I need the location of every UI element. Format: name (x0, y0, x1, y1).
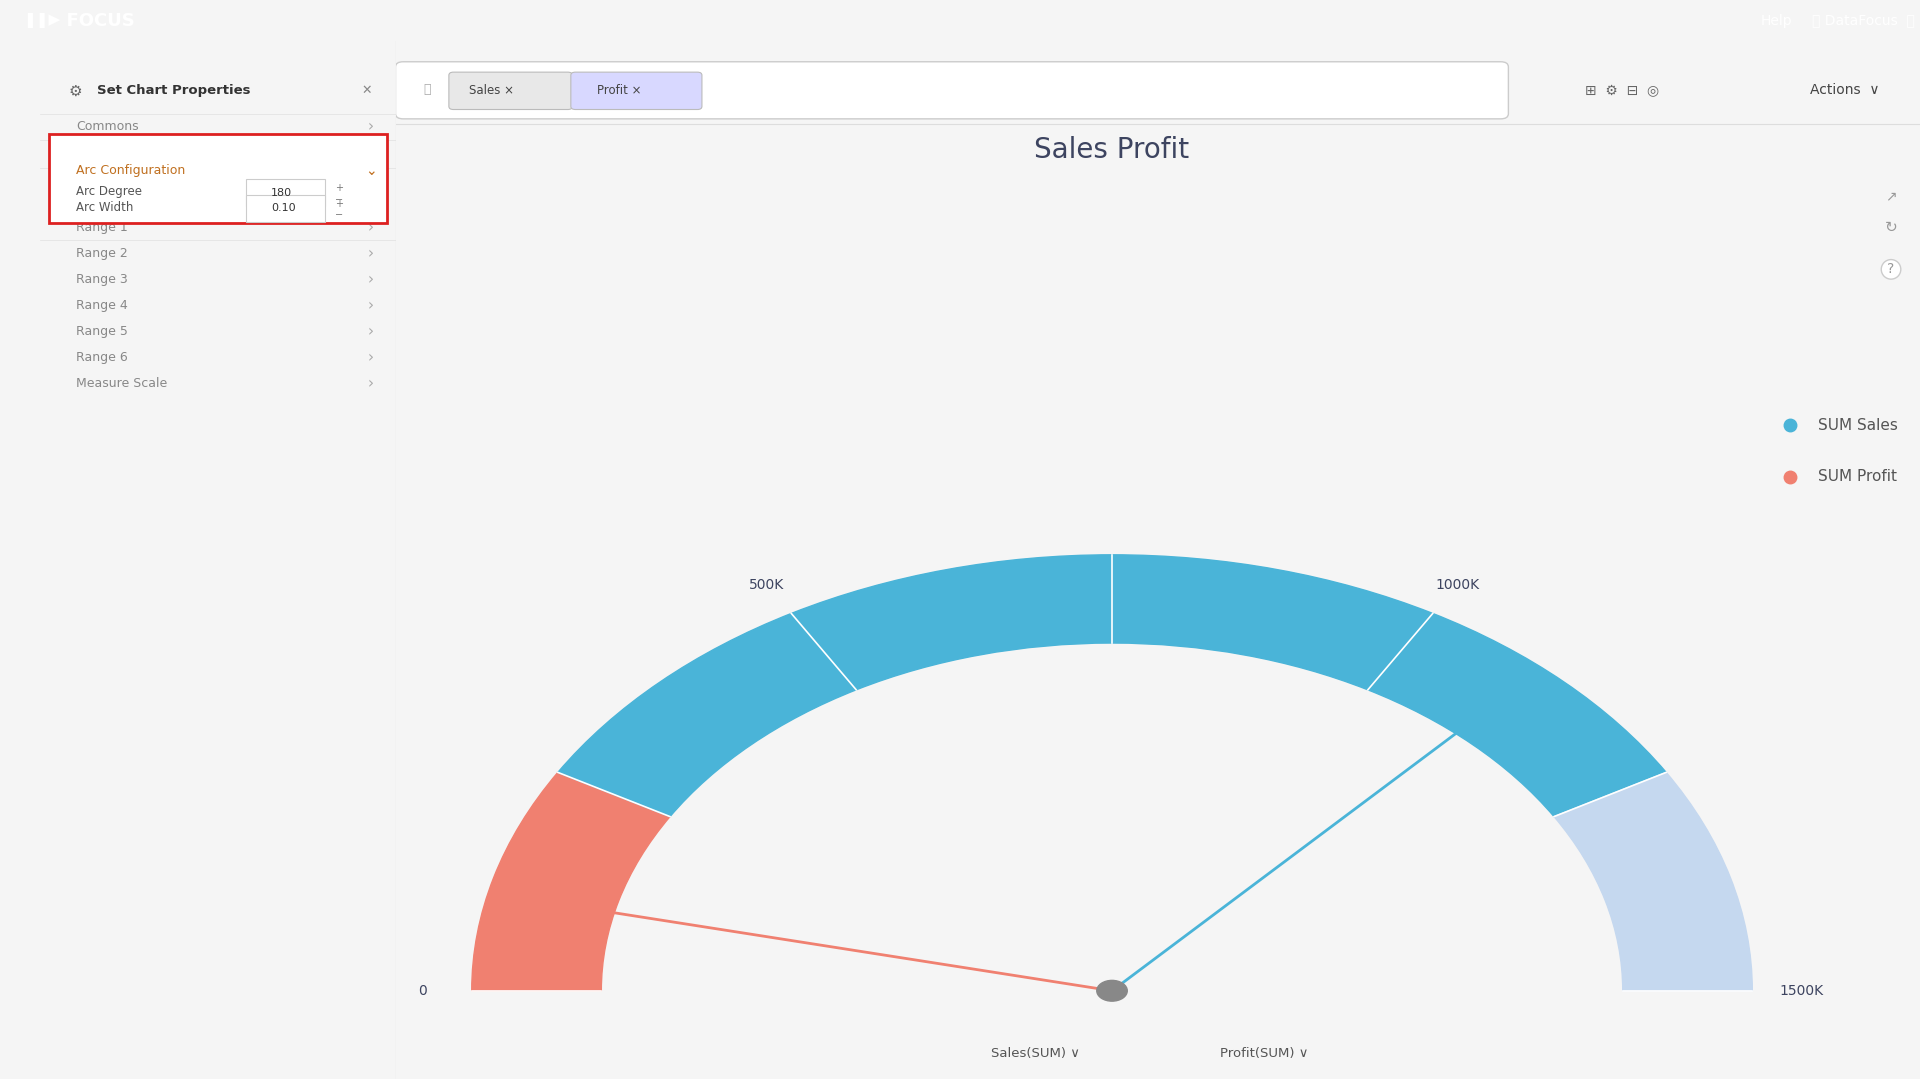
Text: Sales ×: Sales × (468, 84, 515, 97)
Text: ›: › (367, 298, 374, 313)
Text: ↻: ↻ (1885, 220, 1897, 235)
Text: 500K: 500K (749, 577, 785, 591)
Text: Arc Width: Arc Width (77, 201, 132, 214)
Text: ›: › (367, 119, 374, 134)
Text: 👤 DataFocus  🔔: 👤 DataFocus 🔔 (1812, 14, 1916, 27)
FancyBboxPatch shape (50, 135, 386, 222)
Wedge shape (559, 555, 1667, 817)
Text: ⊞  ⚙  ⊟  ◎: ⊞ ⚙ ⊟ ◎ (1584, 83, 1659, 97)
Wedge shape (1553, 773, 1753, 991)
Text: 0: 0 (419, 984, 428, 998)
Text: Actions  ∨: Actions ∨ (1811, 83, 1880, 97)
Circle shape (1096, 981, 1127, 1001)
Text: ›: › (367, 145, 374, 160)
Text: Help: Help (1761, 14, 1791, 27)
Text: SUM Profit: SUM Profit (1818, 469, 1897, 484)
Text: 0.10: 0.10 (271, 203, 296, 214)
FancyBboxPatch shape (570, 72, 703, 109)
Text: Range 1: Range 1 (77, 221, 127, 234)
Text: ›: › (367, 246, 374, 261)
Text: 180: 180 (271, 188, 292, 197)
FancyBboxPatch shape (396, 62, 1509, 119)
Text: Sales Profit: Sales Profit (1035, 136, 1190, 164)
Text: +: + (336, 183, 344, 193)
Text: Range 6: Range 6 (77, 351, 127, 364)
Text: Measure Scale: Measure Scale (77, 377, 167, 390)
Text: SUM Sales: SUM Sales (1818, 418, 1897, 433)
Text: ›: › (367, 324, 374, 339)
Text: ⚙: ⚙ (69, 83, 83, 98)
Text: 1000K: 1000K (1434, 577, 1478, 591)
Text: Instrument Configure: Instrument Configure (77, 146, 209, 159)
Text: ?: ? (1887, 262, 1895, 276)
FancyBboxPatch shape (449, 72, 572, 109)
Text: Sales(SUM) ∨: Sales(SUM) ∨ (991, 1047, 1081, 1060)
Text: ›: › (367, 220, 374, 235)
Text: Arc Configuration: Arc Configuration (77, 164, 184, 177)
Text: −: − (336, 210, 344, 220)
FancyBboxPatch shape (246, 179, 324, 206)
Text: +: + (336, 199, 344, 209)
Text: Set Chart Properties: Set Chart Properties (98, 84, 252, 97)
Wedge shape (472, 773, 670, 991)
Text: ✕: ✕ (361, 84, 372, 97)
Text: Range 5: Range 5 (77, 325, 129, 338)
Text: ›: › (367, 272, 374, 287)
Text: 🔍: 🔍 (422, 83, 430, 96)
Text: ❚❚▶: ❚❚▶ (23, 13, 60, 28)
Text: 1500K: 1500K (1780, 984, 1824, 998)
Text: Profit(SUM) ∨: Profit(SUM) ∨ (1221, 1047, 1309, 1060)
Text: Arc Degree: Arc Degree (77, 185, 142, 199)
Text: ›: › (367, 377, 374, 391)
Text: Range 2: Range 2 (77, 247, 127, 260)
Text: ›: › (367, 174, 374, 189)
Text: Arc Configuration: Arc Configuration (77, 175, 200, 188)
Text: ⌄: ⌄ (365, 164, 376, 178)
Text: ›: › (367, 350, 374, 365)
Text: Range 4: Range 4 (77, 299, 127, 312)
Text: FOCUS: FOCUS (54, 12, 134, 29)
Text: ↗: ↗ (1885, 190, 1897, 204)
Text: −: − (336, 195, 344, 205)
Text: Range 3: Range 3 (77, 273, 127, 286)
Text: Profit ×: Profit × (597, 84, 641, 97)
Text: Commons: Commons (77, 120, 138, 133)
FancyBboxPatch shape (246, 194, 324, 221)
